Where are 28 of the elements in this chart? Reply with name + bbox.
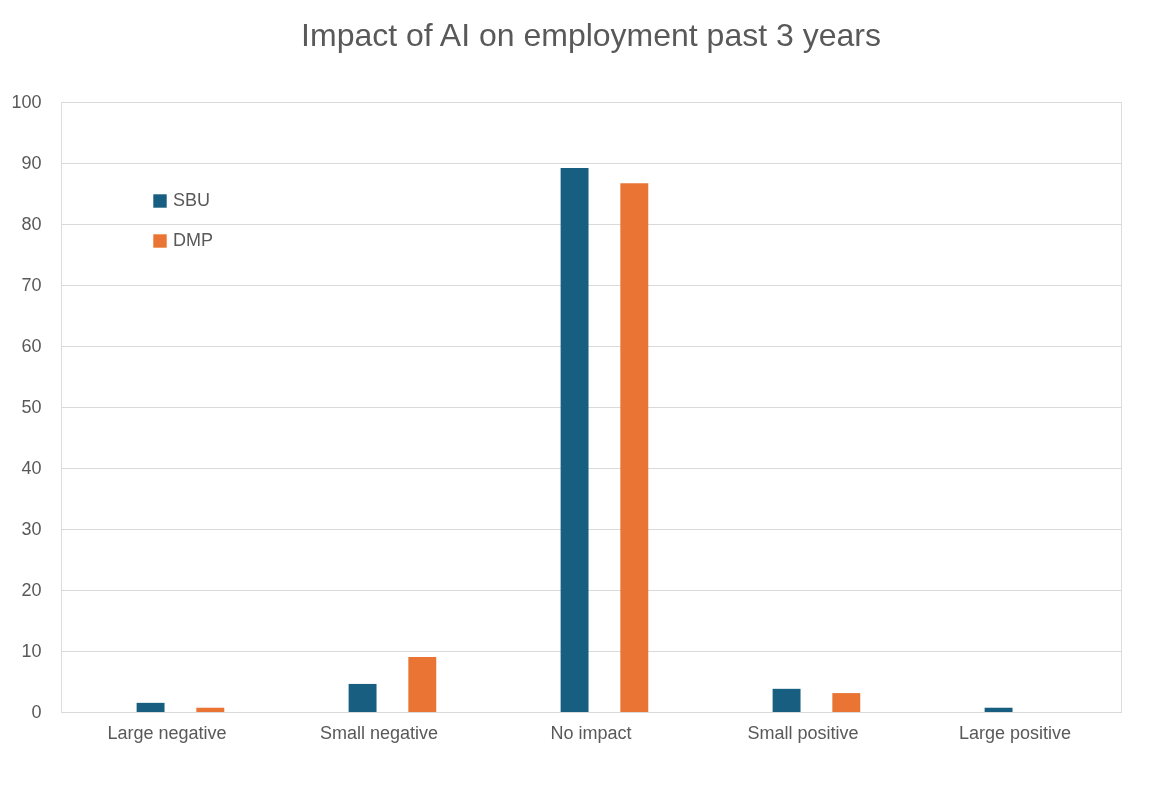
x-tick-label: Small positive (747, 722, 859, 743)
x-tick-label: Large positive (958, 722, 1072, 743)
bar (136, 702, 165, 712)
chart-title: Impact of AI on employment past 3 years (301, 17, 881, 53)
bar (984, 707, 1013, 712)
y-tick-label: 70 (21, 274, 42, 295)
y-tick-label: 80 (21, 213, 42, 234)
y-tick-label: 100 (11, 91, 42, 112)
y-tick-label: 40 (21, 457, 42, 478)
x-tick-label: Small negative (319, 722, 439, 743)
bar (196, 707, 225, 712)
bar (408, 657, 437, 712)
legend-label: DMP (173, 230, 213, 250)
y-tick-label: 30 (21, 518, 42, 539)
y-tick-label: 90 (21, 152, 42, 173)
legend-label: SBU (173, 190, 211, 210)
y-tick-label: 50 (21, 396, 42, 417)
y-tick-label: 0 (31, 701, 42, 722)
bar (832, 693, 861, 712)
y-tick-label: 10 (21, 640, 42, 661)
y-tick-label: 20 (21, 579, 42, 600)
bar (348, 683, 377, 712)
bar (560, 167, 589, 712)
y-tick-label: 60 (21, 335, 42, 356)
bar (620, 183, 649, 712)
x-tick-label: Large negative (107, 722, 227, 743)
bar (772, 688, 801, 712)
x-tick-label: No impact (550, 722, 632, 743)
